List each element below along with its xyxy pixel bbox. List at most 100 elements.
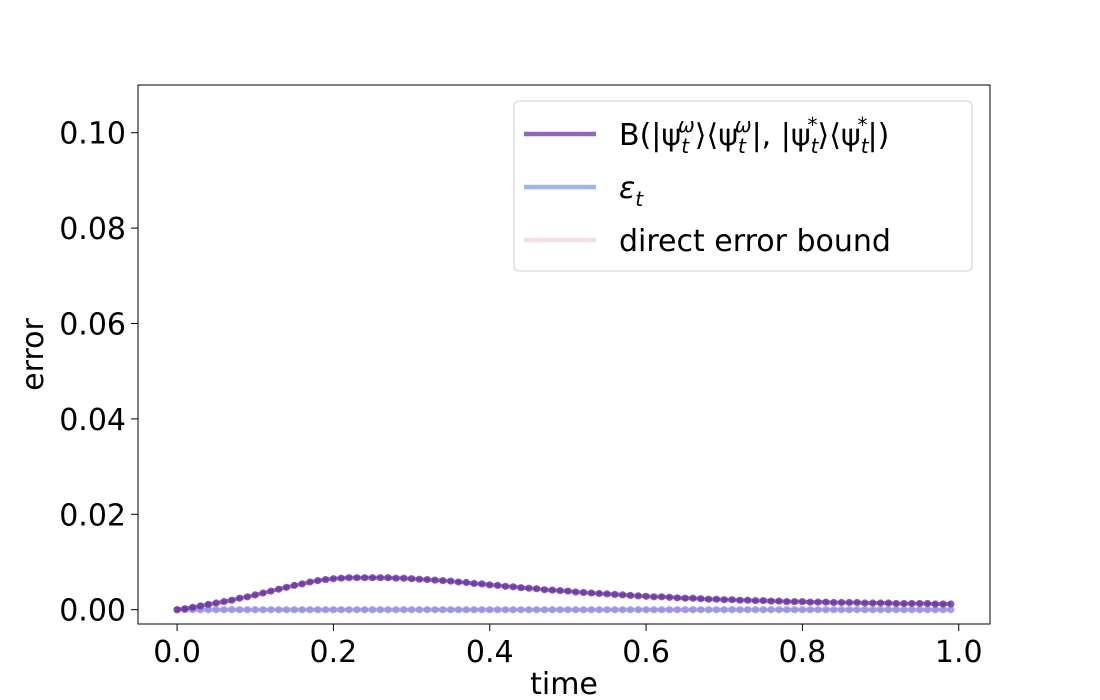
data-point-1 [681,606,689,614]
data-point-1 [564,606,572,614]
data-point-1 [908,606,916,614]
data-point-0 [517,584,525,592]
data-point-0 [791,598,799,606]
data-point-1 [337,606,345,614]
legend-label-part: * [858,113,868,137]
data-point-1 [744,606,752,614]
data-point-0 [634,592,642,600]
data-point-1 [595,606,603,614]
data-point-1 [454,606,463,614]
data-point-0 [228,596,236,604]
data-point-0 [337,574,345,582]
y-axis-label: error [16,318,51,391]
data-point-1 [361,606,369,614]
data-point-0 [837,598,846,607]
data-point-1 [931,606,939,614]
data-point-0 [259,589,267,597]
data-point-1 [791,606,799,614]
data-point-0 [869,599,877,607]
data-point-0 [439,577,447,585]
legend-box [513,100,973,272]
x-tick-label: 0.8 [779,635,827,670]
y-tick-label: 0.06 [59,307,126,342]
data-point-0 [384,574,392,582]
data-point-0 [486,581,494,589]
data-point-1 [314,606,322,614]
data-point-1 [212,606,220,614]
y-tick-label: 0.10 [59,117,126,152]
y-tick-label: 0.00 [59,594,126,629]
x-tick-label: 0.2 [310,635,358,670]
data-point-0 [830,598,838,607]
data-point-1 [751,606,760,614]
data-point-1 [462,606,470,614]
data-point-0 [853,598,861,607]
data-point-1 [665,606,674,614]
data-point-0 [533,585,541,593]
data-point-0 [275,585,283,593]
data-point-0 [775,597,783,605]
legend-label-part: ω [678,113,695,137]
data-point-0 [556,587,564,595]
data-point-0 [798,598,807,606]
data-point-0 [759,597,767,605]
legend-label-part: |) [868,118,890,153]
data-point-0 [720,596,728,604]
data-point-0 [650,593,658,601]
data-point-0 [462,578,470,587]
data-point-1 [900,606,908,614]
data-point-0 [939,600,947,608]
data-point-1 [767,606,775,614]
data-point-0 [376,574,384,582]
data-point-1 [220,606,228,614]
data-point-0 [697,595,705,603]
data-point-1 [486,606,494,614]
data-point-1 [392,606,400,614]
data-point-0 [447,577,455,585]
data-point-0 [877,599,885,607]
data-point-1 [322,606,330,614]
legend-label-part: t [738,134,747,158]
data-point-1 [236,606,244,614]
data-point-1 [415,606,423,614]
data-point-1 [447,606,455,614]
data-point-1 [494,606,502,614]
data-point-1 [783,606,791,614]
data-point-1 [634,606,642,614]
data-point-1 [431,606,439,614]
data-point-0 [642,592,650,600]
x-tick-label: 0.6 [622,635,670,670]
data-point-1 [439,606,447,614]
data-point-1 [775,606,783,614]
data-point-1 [275,606,283,614]
data-point-1 [720,606,728,614]
legend-label-part: B(|ψ [619,118,681,153]
data-point-0 [923,599,932,608]
data-point-1 [251,606,259,614]
data-point-1 [501,606,509,614]
data-point-0 [908,599,916,608]
data-point-1 [267,606,275,614]
data-point-0 [196,602,205,610]
data-point-1 [306,606,314,614]
data-point-1 [759,606,767,614]
data-point-1 [689,606,697,614]
data-point-0 [822,598,830,606]
data-point-0 [665,593,674,601]
data-point-0 [400,574,408,582]
data-point-0 [306,578,314,586]
data-point-0 [494,581,502,590]
data-point-0 [282,583,291,591]
data-point-1 [384,606,392,614]
data-point-1 [376,606,384,614]
data-point-0 [415,575,423,583]
x-axis-label: time [530,667,598,700]
data-point-0 [470,579,478,588]
data-point-0 [806,598,814,606]
data-point-1 [329,606,337,614]
data-point-0 [525,584,533,592]
data-point-0 [892,599,900,608]
data-point-1 [423,606,431,614]
data-point-1 [400,606,408,614]
data-point-0 [783,598,791,606]
